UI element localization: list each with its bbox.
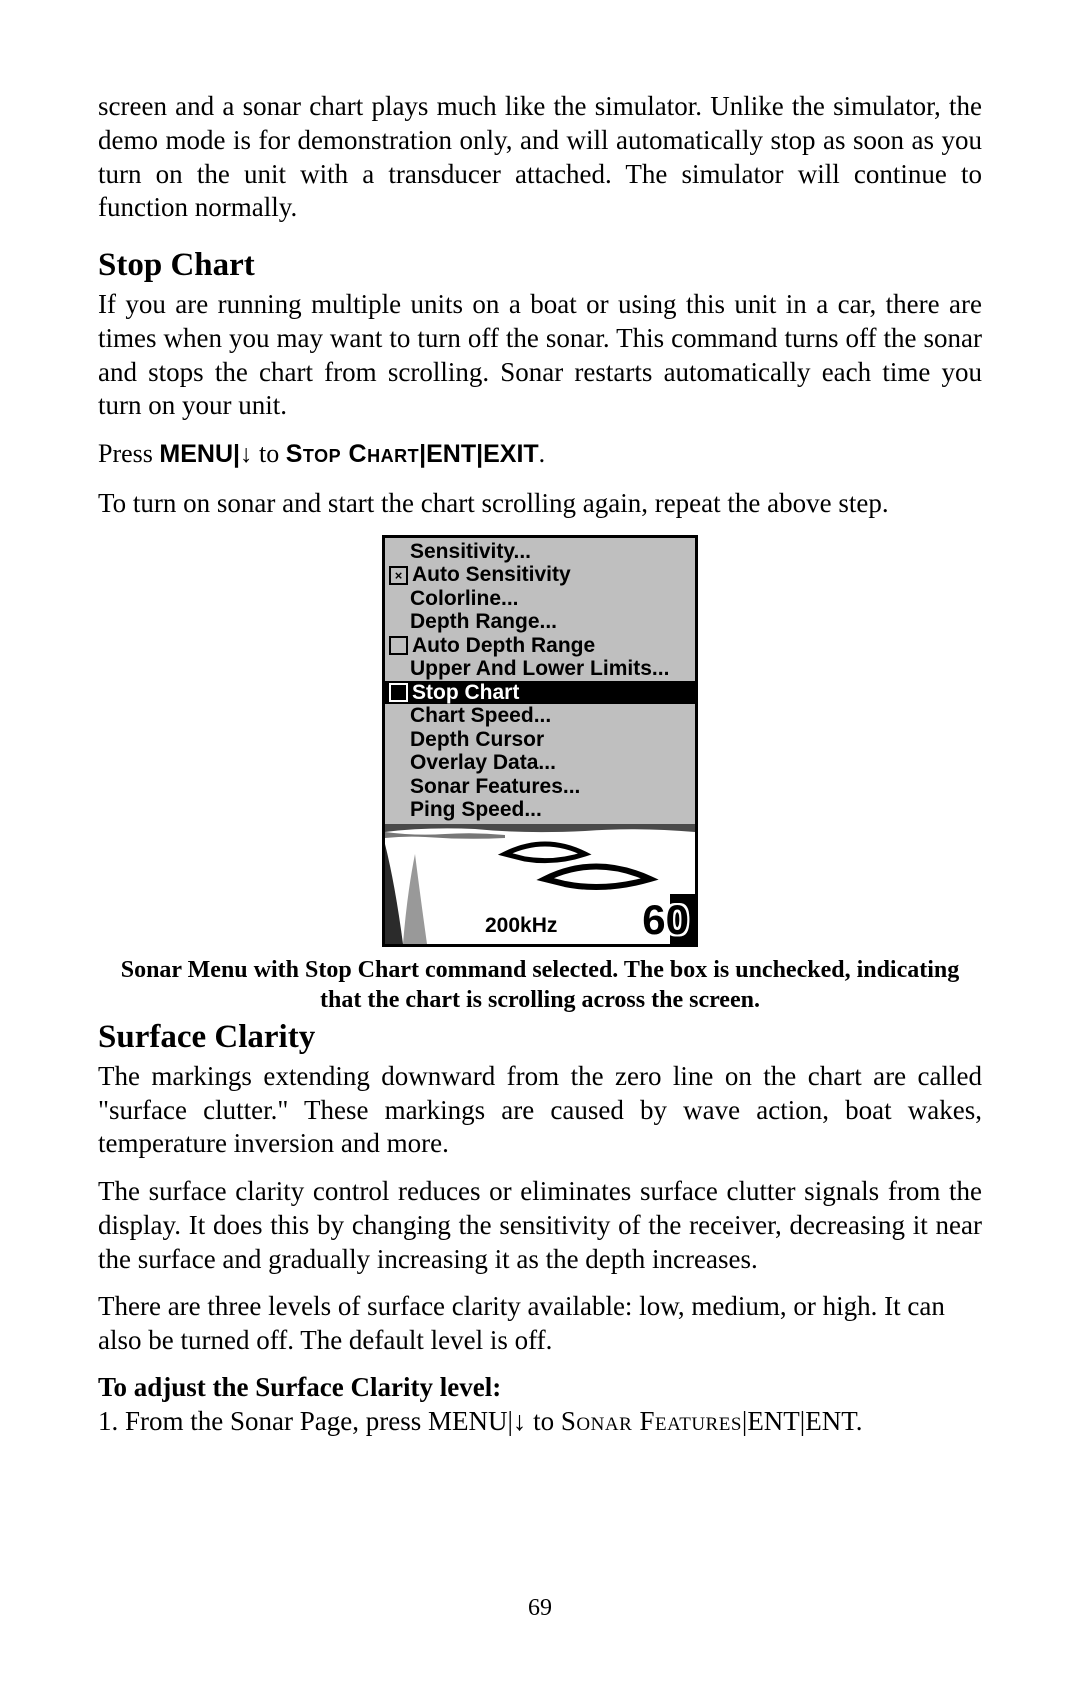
menu-item: Overlay Data...	[385, 751, 695, 775]
ent-key: ENT	[426, 440, 476, 468]
instr-prefix: Press	[98, 439, 159, 468]
menu-item-label: Sensitivity...	[410, 540, 531, 564]
stop-chart-instruction: Press MENU|↓ to Stop Chart|ENT|EXIT.	[98, 439, 982, 469]
menu-item-label: Ping Speed...	[410, 798, 542, 822]
sonar-features-key: Sonar Features	[561, 1406, 742, 1436]
checkbox-icon: ×	[389, 566, 408, 585]
period: .	[856, 1406, 863, 1436]
ent-key: ENT	[805, 1406, 855, 1436]
stop-chart-para2: To turn on sonar and start the chart scr…	[98, 487, 982, 521]
instr-to: to	[526, 1406, 561, 1436]
checkbox-icon	[389, 683, 408, 702]
figure-container: Sensitivity...×Auto SensitivityColorline…	[98, 535, 982, 947]
menu-item-label: Auto Sensitivity	[412, 563, 571, 587]
menu-key: MENU	[159, 440, 233, 468]
menu-item: Upper And Lower Limits...	[385, 657, 695, 681]
manual-page: screen and a sonar chart plays much like…	[0, 0, 1080, 1682]
frequency-label: 200kHz	[485, 914, 557, 938]
surface-clarity-heading: Surface Clarity	[98, 1019, 982, 1056]
down-arrow-icon: ↓	[240, 440, 253, 468]
menu-item: Colorline...	[385, 587, 695, 611]
menu-item-label: Depth Range...	[410, 610, 557, 634]
menu-item-label: Overlay Data...	[410, 751, 556, 775]
sep: |	[233, 440, 240, 468]
ent-key: ENT	[747, 1406, 799, 1436]
figure-caption: Sonar Menu with Stop Chart command selec…	[98, 955, 982, 1015]
menu-item-label: Stop Chart	[412, 681, 519, 705]
step-1: 1. From the Sonar Page, press MENU|↓ to …	[98, 1405, 982, 1439]
menu-item-label: Upper And Lower Limits...	[410, 657, 669, 681]
menu-item-label: Chart Speed...	[410, 704, 551, 728]
sonar-menu-screenshot: Sensitivity...×Auto SensitivityColorline…	[382, 535, 698, 947]
menu-item-label: Colorline...	[410, 587, 519, 611]
stop-chart-key: Stop Chart	[286, 440, 419, 468]
adjust-heading: To adjust the Surface Clarity level:	[98, 1372, 982, 1403]
instr-to: to	[253, 439, 286, 468]
period: .	[539, 439, 546, 468]
stop-chart-para1: If you are running multiple units on a b…	[98, 288, 982, 423]
menu-item: Sonar Features...	[385, 775, 695, 799]
step1-prefix: 1. From the Sonar Page, press	[98, 1406, 428, 1436]
menu-key: MENU	[428, 1406, 508, 1436]
down-arrow-icon: ↓	[513, 1406, 527, 1436]
stop-chart-heading: Stop Chart	[98, 247, 982, 284]
menu-item: Ping Speed...	[385, 798, 695, 822]
menu-item-label: Sonar Features...	[410, 775, 580, 799]
menu-list: Sensitivity...×Auto SensitivityColorline…	[385, 538, 695, 824]
checkbox-icon	[389, 636, 408, 655]
surface-clarity-para3: There are three levels of surface clarit…	[98, 1290, 982, 1358]
page-number: 69	[0, 1595, 1080, 1622]
menu-item: Auto Depth Range	[385, 634, 695, 658]
menu-item-label: Auto Depth Range	[412, 634, 595, 658]
menu-item: ×Auto Sensitivity	[385, 563, 695, 587]
menu-item: Stop Chart	[385, 681, 695, 705]
surface-clarity-para2: The surface clarity control reduces or e…	[98, 1175, 982, 1276]
menu-item-label: Depth Cursor	[410, 728, 544, 752]
menu-item: Sensitivity...	[385, 540, 695, 564]
intro-paragraph: screen and a sonar chart plays much like…	[98, 90, 982, 225]
menu-item: Depth Range...	[385, 610, 695, 634]
depth-reading: 60	[642, 896, 689, 944]
sonar-strip: 200kHz 60	[385, 824, 695, 944]
surface-clarity-para1: The markings extending downward from the…	[98, 1060, 982, 1161]
exit-key: EXIT	[483, 440, 539, 468]
menu-item: Chart Speed...	[385, 704, 695, 728]
menu-item: Depth Cursor	[385, 728, 695, 752]
